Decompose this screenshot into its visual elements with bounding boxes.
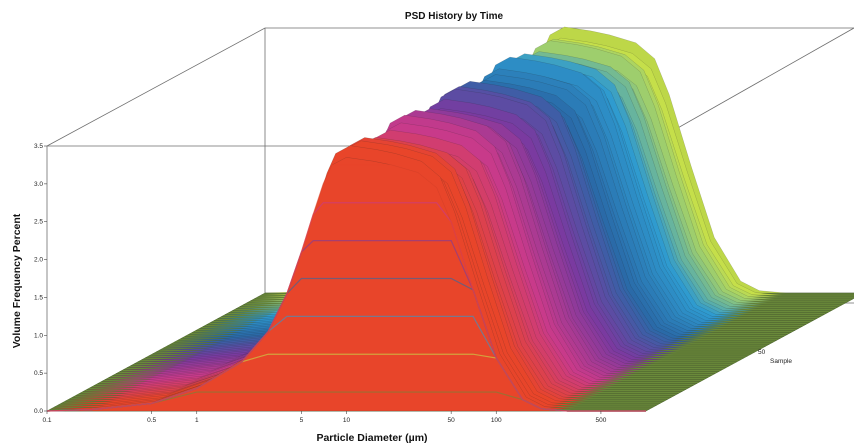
x-tick-label: 500 — [595, 417, 606, 424]
axis-ticks: 0.0 0.5 1.0 1.5 2.0 2.5 3.0 3.5 0.1 0.5 1 5 10 50 100 5… — [34, 143, 766, 424]
surface-ridges — [46, 26, 854, 412]
x-axis-label: Particle Diameter (µm) — [316, 432, 427, 444]
y-tick-label: 0.0 — [34, 408, 43, 415]
x-tick-label: 0.1 — [42, 417, 51, 424]
y-tick-label: 0.5 — [34, 370, 43, 377]
z-axis-label: Sample — [770, 358, 792, 365]
x-tick-label: 10 — [343, 417, 351, 424]
box-right-top-depth — [645, 27, 854, 147]
surface-front-band — [46, 164, 646, 412]
x-tick-label: 100 — [491, 417, 502, 424]
z-tick-label: 50 — [758, 349, 766, 356]
y-tick-label: 2.0 — [34, 257, 43, 264]
x-tick-label: 50 — [448, 417, 456, 424]
y-tick-label: 1.0 — [34, 332, 43, 339]
y-axis-label: Volume Frequency Percent — [11, 213, 23, 348]
x-tick-label: 1 — [195, 417, 199, 424]
y-tick-label: 3.0 — [34, 181, 43, 188]
x-tick-label: 5 — [300, 417, 304, 424]
y-tick-label: 2.5 — [34, 219, 43, 226]
y-tick-label: 1.5 — [34, 294, 43, 301]
y-tick-label: 3.5 — [34, 143, 43, 150]
x-tick-label: 0.5 — [147, 417, 156, 424]
chart-title: PSD History by Time — [405, 11, 504, 22]
